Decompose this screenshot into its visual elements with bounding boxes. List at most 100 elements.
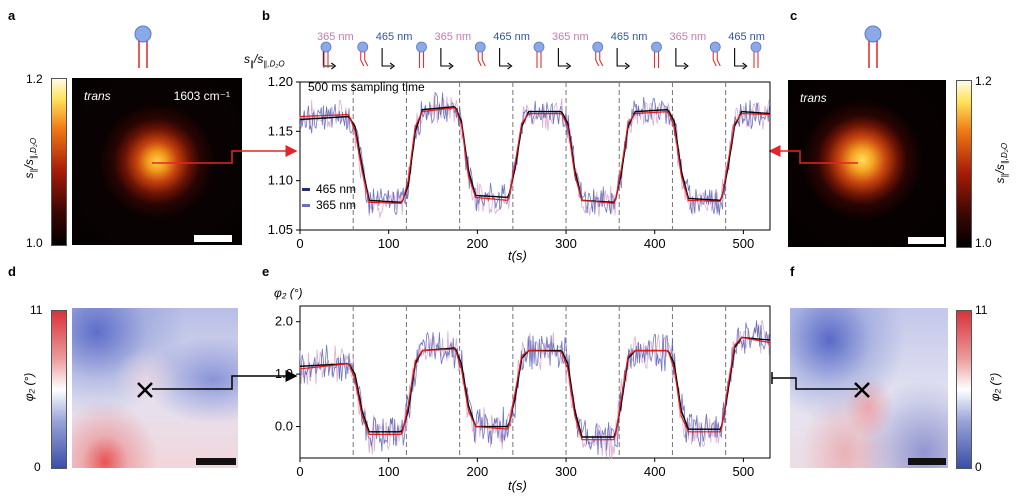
wavelength-label-5: 465 nm (611, 31, 648, 43)
switch-arrow-0 (322, 48, 334, 67)
switch-arrow-5 (616, 48, 628, 67)
chart-e-fit-line (299, 336, 771, 441)
wavelength-label-4: 365 nm (552, 31, 589, 43)
colorbar-c (956, 80, 972, 248)
switch-arrowhead-1 (389, 62, 396, 70)
scale-bar-d (196, 458, 236, 465)
chart-e-xtick-label-0: 0 (296, 464, 303, 479)
chart-b-annotation: 500 ms sampling time (308, 80, 425, 94)
scale-bar-f (908, 458, 946, 465)
chart-b-xlabel: t(s) (508, 248, 527, 263)
colorbar-a-max: 1.2 (26, 72, 43, 86)
wavelength-label-3: 465 nm (493, 31, 530, 43)
chart-b-xtick-label-4: 400 (644, 236, 666, 251)
switch-arrow-6 (675, 48, 686, 67)
legend-swatch-465 (302, 187, 310, 191)
panel-letter-a: a (8, 8, 16, 23)
chart-b-frame (299, 81, 771, 231)
panel-letter-f: f (790, 264, 795, 279)
chart-b-legend: 465 nm 365 nm (302, 182, 356, 212)
switch-arrowhead-3 (507, 62, 513, 70)
wavelength-sequence: 365 nm 465 nm 365 nm 465 nm 365 nm 465 nm 365 … (300, 0, 770, 80)
chart-b-fit-line (300, 107, 771, 204)
molecule-icon-cis-5 (592, 41, 604, 67)
chart-b-xtick-label-1: 100 (378, 236, 400, 251)
panel-letter-c: c (790, 8, 798, 23)
chart-b-xtick-label-3: 300 (555, 236, 577, 251)
chart-b-ytick-label-0: 1.05 (268, 222, 293, 237)
colorbar-d-max: 11 (30, 303, 43, 317)
wavelength-sequence-svg: 365 nm 465 nm 365 nm 465 nm 365 nm 465 nm 365 … (317, 31, 765, 70)
wavelength-label-6: 365 nm (670, 31, 707, 43)
switch-arrow-3 (499, 48, 510, 67)
chart-b-ytick-label-1: 1.10 (268, 173, 293, 188)
colorbar-d (51, 310, 67, 469)
cross-marker-f (854, 382, 870, 398)
chart-b-ytick-label-3: 1.20 (268, 74, 293, 89)
colorbar-f-min: 0 (975, 460, 982, 474)
panel-letter-d: d (8, 264, 16, 279)
panel-letter-e: e (262, 264, 270, 279)
chart-b: 0 100 200 300 400 500 1.05 1.10 1.15 1.20 (268, 74, 771, 251)
colorbar-a-min: 1.0 (26, 236, 43, 250)
colorbar-c-max: 1.2 (975, 74, 992, 88)
legend-label-365: 365 nm (316, 198, 357, 212)
switch-arrowhead-5 (624, 62, 631, 70)
switch-arrowhead-2 (448, 62, 454, 70)
scale-bar-c (908, 237, 944, 244)
molecule-icon-cis-1 (357, 41, 369, 67)
arrow-c-to-b (768, 145, 858, 164)
wavelength-label-0: 365 nm (317, 31, 354, 43)
switch-arrow-4 (557, 48, 569, 67)
legend-item-465: 465 nm (302, 182, 356, 196)
switch-arrow-1 (381, 48, 393, 67)
heatmap-a-label: trans (84, 89, 111, 103)
molecule-icon-trans-6 (651, 41, 662, 68)
heatmap-f (790, 308, 948, 468)
chart-e-xtick-label-3: 300 (555, 464, 577, 479)
arrow-a-to-b (152, 145, 298, 164)
chart-e-xtick-label-4: 400 (644, 464, 666, 479)
panel-letter-b: b (262, 8, 270, 23)
chart-b-series-465-noisy (299, 91, 770, 216)
molecule-icon-cis-3 (474, 41, 486, 67)
molecule-icon-trans-8 (750, 41, 762, 68)
chart-e-xtick-label-2: 200 (467, 464, 489, 479)
heatmap-c-label: trans (800, 91, 827, 105)
heatmap-d (72, 308, 238, 468)
molecule-icon-trans-2 (416, 41, 427, 68)
chart-e-ytick-label-1: 1.0 (275, 366, 293, 381)
chart-e-ylabel: φ₂ (°) (274, 286, 303, 300)
chart-e-ytick-label-0: 0.0 (275, 419, 293, 434)
cross-marker-d (137, 382, 153, 398)
wavelength-label-2: 365 nm (435, 31, 472, 43)
chart-b-xtick-label-2: 200 (467, 236, 489, 251)
colorbar-c-min: 1.0 (975, 236, 992, 250)
chart-e-series-465-noisy (299, 320, 770, 456)
molecule-icon-trans-4 (533, 41, 545, 68)
switch-arrowhead-7 (742, 62, 748, 70)
chart-e: 0 100 200 300 400 500 0.0 1.0 2.0 (275, 305, 771, 479)
colorbar-a (51, 78, 67, 246)
colorbar-f (956, 310, 972, 469)
chart-e-frame (299, 305, 771, 459)
molecule-icon-trans-0 (320, 41, 332, 68)
arrow-d-to-e (152, 370, 298, 390)
switch-arrowhead-6 (683, 62, 689, 70)
chart-b-xtick-label-5: 500 (733, 236, 755, 251)
chart-b-series-365-noisy (299, 95, 770, 218)
chart-e-ytick-label-2: 2.0 (275, 314, 293, 329)
switch-arrow-2 (440, 48, 451, 67)
legend-label-465: 465 nm (316, 182, 357, 196)
chart-e-xtick-label-5: 500 (733, 464, 755, 479)
arrow-f-to-e (772, 377, 858, 390)
wavelength-label-1: 465 nm (376, 31, 413, 43)
colorbar-d-min: 0 (34, 460, 41, 474)
chart-b-ylabel: s∥/s∥,D₂O (244, 52, 285, 69)
chart-b-series-465-smooth (299, 105, 771, 204)
legend-item-365: 365 nm (302, 198, 356, 212)
colorbar-f-max: 11 (975, 303, 988, 317)
chart-e-xtick-label-1: 100 (378, 464, 400, 479)
switch-arrowhead-0 (331, 62, 337, 70)
